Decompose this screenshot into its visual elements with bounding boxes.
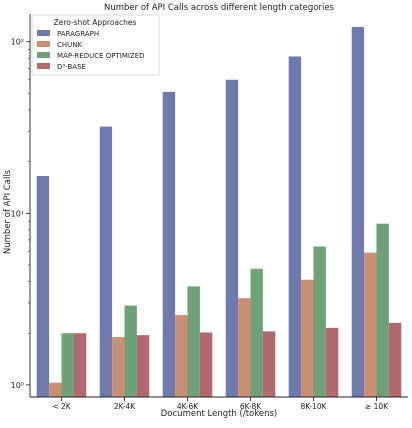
bar-2-6 <box>364 252 377 397</box>
legend: Zero-shot Approaches PARAGRAPH CHUNK MAP-R… <box>31 14 160 76</box>
bar-2-3 <box>175 315 188 397</box>
bar-4-3 <box>199 332 213 397</box>
bar-4-1 <box>73 333 87 397</box>
bar-3-6 <box>376 223 389 397</box>
x-ticks: < 2K 2K-4K 4K-6K 6K-8K 8K-10K ≥ 10K <box>52 397 389 411</box>
bar-4-5 <box>325 327 339 397</box>
x-tick-label-4: 6K-8K <box>240 402 262 411</box>
bar-2-4 <box>238 298 251 397</box>
y-axis-label: Number of API Calls <box>3 169 13 254</box>
legend-swatch-2 <box>37 41 50 47</box>
bar-2-5 <box>301 279 314 397</box>
legend-swatch-4 <box>37 63 50 69</box>
bar-4-6 <box>388 322 402 397</box>
x-tick-label-6: ≥ 10K <box>365 402 389 411</box>
bar-1-6 <box>351 26 365 398</box>
y-tick-label-3: 10² <box>11 38 24 47</box>
bar-3-5 <box>313 246 326 397</box>
bar-4-4 <box>262 331 276 397</box>
chart-title: Number of API Calls across different len… <box>104 3 335 13</box>
bar-1-3 <box>162 91 176 398</box>
bar-1-1 <box>36 175 50 397</box>
y-tick-label-2: 10¹ <box>11 209 24 218</box>
x-axis-label: Document Length (/tokens) <box>161 409 277 419</box>
y-tick-label-1: 10⁰ <box>11 381 24 390</box>
legend-label-4: D³-BASE <box>57 63 86 71</box>
bar-1-5 <box>288 56 302 397</box>
bar-3-1 <box>61 333 74 397</box>
bar-1-2 <box>99 126 113 398</box>
x-tick-label-2: 2K-4K <box>114 402 136 411</box>
bar-2-1 <box>49 382 62 397</box>
legend-label-3: MAP-REDUCE OPTIMIZED <box>57 52 145 60</box>
legend-label-2: CHUNK <box>57 41 83 49</box>
bar-2-2 <box>112 337 125 397</box>
bar-4-2 <box>136 335 150 397</box>
bar-3-2 <box>124 305 137 397</box>
legend-swatch-1 <box>37 30 50 36</box>
x-tick-label-3: 4K-6K <box>177 402 199 411</box>
x-tick-label-1: < 2K <box>52 402 71 411</box>
legend-swatch-3 <box>37 52 50 58</box>
legend-label-1: PARAGRAPH <box>57 30 99 38</box>
bar-3-3 <box>187 286 200 397</box>
y-ticks: 10⁰ 10¹ 10² <box>11 38 30 390</box>
legend-frame <box>31 14 160 76</box>
legend-items: PARAGRAPH CHUNK MAP-REDUCE OPTIMIZED D³-BAS… <box>37 30 145 71</box>
bar-3-4 <box>250 268 263 397</box>
legend-title: Zero-shot Approaches <box>54 18 137 27</box>
bars-layer <box>36 26 402 398</box>
bar-1-4 <box>225 79 239 397</box>
x-tick-label-5: 8K-10K <box>300 402 327 411</box>
